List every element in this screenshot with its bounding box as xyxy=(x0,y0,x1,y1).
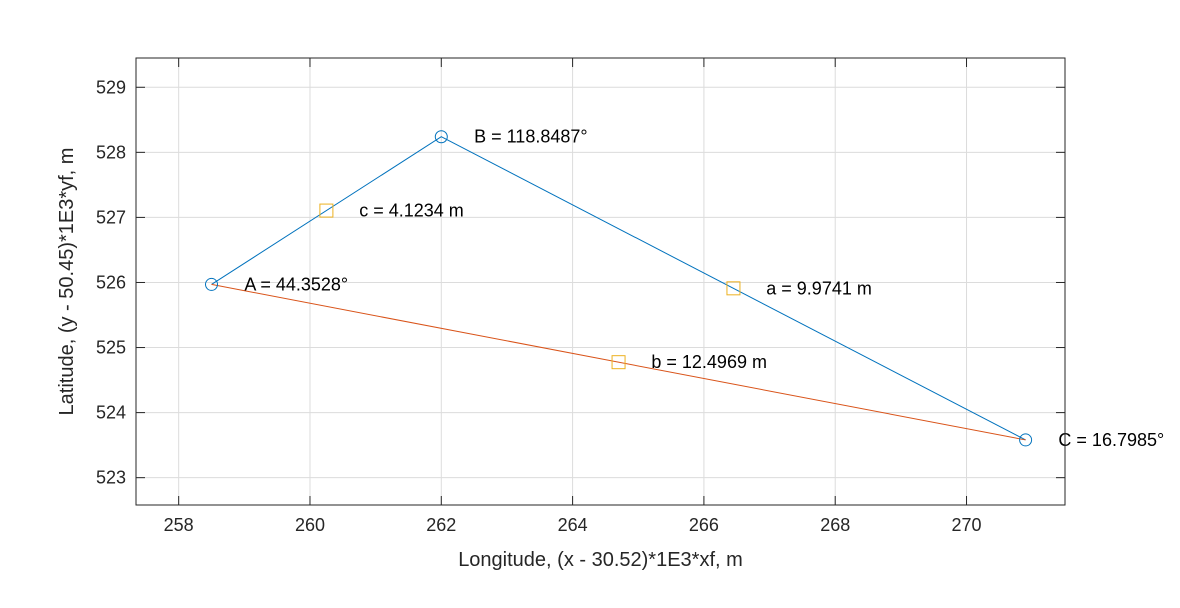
axes-frame xyxy=(135,57,1066,506)
y-tick-label: 528 xyxy=(96,142,126,162)
y-tick-label: 526 xyxy=(96,272,126,292)
y-tick-label: 523 xyxy=(96,468,126,488)
annotation-label: a = 9.9741 m xyxy=(766,278,872,298)
annotation-label: A = 44.3528° xyxy=(244,274,348,294)
series-line-2 xyxy=(211,283,1026,441)
marker-layer xyxy=(205,130,1033,447)
axes-background xyxy=(135,57,1066,506)
y-tick-label: 527 xyxy=(96,207,126,227)
x-tick-label: 266 xyxy=(689,515,719,535)
x-tick-label: 258 xyxy=(164,515,194,535)
y-axis-label: Latitude, (y - 50.45)*1E3*yf, m xyxy=(56,148,78,416)
x-tick-label: 270 xyxy=(951,515,981,535)
midpoint-marker xyxy=(611,355,626,370)
annotation-label: C = 16.7985° xyxy=(1058,430,1164,450)
x-tick-label: 264 xyxy=(558,515,588,535)
annotation-label: b = 12.4969 m xyxy=(651,352,767,372)
x-axis-label: Longitude, (x - 30.52)*1E3*xf, m xyxy=(458,549,743,571)
y-tick-label: 525 xyxy=(96,338,126,358)
x-tick-label: 268 xyxy=(820,515,850,535)
x-tick-label: 262 xyxy=(426,515,456,535)
annotation-label: B = 118.8487° xyxy=(474,127,587,147)
y-tick-label: 529 xyxy=(96,77,126,97)
annotation-label: c = 4.1234 m xyxy=(359,201,464,221)
midpoint-marker xyxy=(726,281,741,296)
grid xyxy=(136,58,1065,505)
annotation-layer: A = 44.3528° B = 118.8487° C = 16.7985° c =… xyxy=(244,127,1164,450)
y-tick-label: 524 xyxy=(96,403,126,423)
tick-layer: 258 260 262 264 266 268 270 523 524 525 526 527 528 5… xyxy=(96,58,1065,535)
series-line-1 xyxy=(211,136,1026,441)
series-layer xyxy=(211,136,1026,441)
vertex-marker xyxy=(1019,433,1033,447)
x-tick-label: 260 xyxy=(295,515,325,535)
vertex-marker xyxy=(205,277,219,291)
vertex-marker xyxy=(434,130,448,144)
midpoint-marker xyxy=(319,203,334,218)
